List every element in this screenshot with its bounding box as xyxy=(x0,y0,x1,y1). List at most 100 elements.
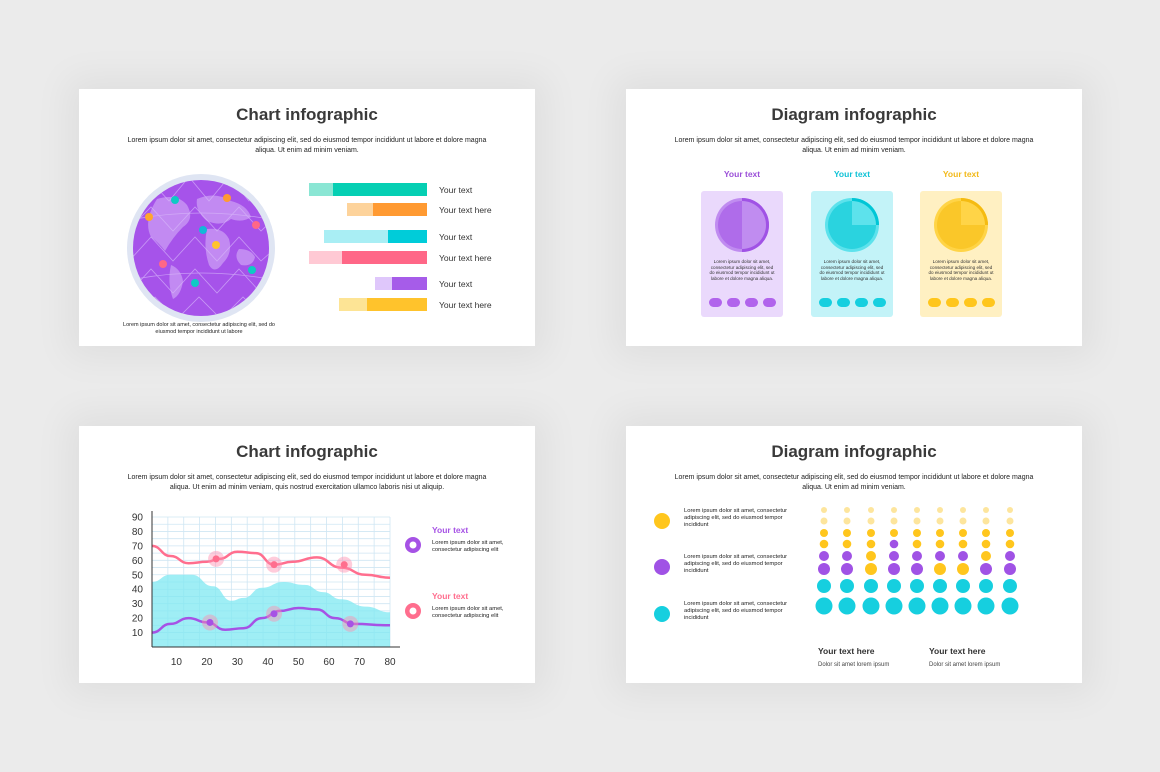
slide-line-chart[interactable]: Chart infographic Lorem ipsum dolor sit … xyxy=(79,426,535,683)
matrix-dot xyxy=(888,563,900,575)
matrix-dot xyxy=(1001,597,1019,615)
x-tick-label: 40 xyxy=(262,657,274,668)
line-chart: 10 20 30 40 50 60 70 80 90 10 20 30 40 50 60 70 80 xyxy=(132,511,400,668)
matrix-dot xyxy=(841,563,853,575)
card[interactable]: Lorem ipsum dolor sit amet, consectetur … xyxy=(920,191,1002,317)
legend-hole xyxy=(409,541,417,549)
matrix-dot xyxy=(819,551,829,561)
matrix-dot xyxy=(885,597,903,615)
matrix-dot xyxy=(936,517,944,525)
slide-description: Lorem ipsum dolor sit amet, consectetur … xyxy=(127,137,487,154)
card-pill xyxy=(855,298,868,307)
legend-dot-circle xyxy=(654,559,670,575)
card-pill xyxy=(709,298,722,307)
y-tick-label: 90 xyxy=(132,513,144,524)
slide-title: Diagram infographic xyxy=(771,105,937,124)
matrix-dot xyxy=(815,597,833,615)
x-tick-label: 80 xyxy=(384,657,396,668)
slide-description: Lorem ipsum dolor sit amet, consectetur … xyxy=(127,474,487,491)
card-pill xyxy=(873,298,886,307)
matrix-dot xyxy=(908,597,926,615)
footer-title: Your text here xyxy=(818,646,875,656)
matrix-dot xyxy=(868,507,874,513)
matrix-dot xyxy=(912,539,922,549)
footer-subtitle: Dolor sit amet lorem ipsum xyxy=(818,662,890,668)
matrix-dot xyxy=(933,579,947,593)
matrix-dot xyxy=(959,529,967,537)
legend-text: Lorem ipsum dolor sit amet, consectetur … xyxy=(432,540,504,553)
matrix-dot xyxy=(867,517,875,525)
matrix-dot xyxy=(983,507,989,513)
bar-label: Your text here xyxy=(439,300,492,310)
slide-dot-matrix[interactable]: Diagram infographic Lorem ipsum dolor si… xyxy=(626,426,1082,683)
bar-track xyxy=(324,230,427,243)
slide-chart-bars[interactable]: Chart infographic Lorem ipsum dolor sit … xyxy=(79,89,535,346)
slide-description: Lorem ipsum dolor sit amet, consectetur … xyxy=(674,474,1034,491)
matrix-dot xyxy=(981,539,991,549)
y-tick-label: 80 xyxy=(132,527,144,538)
y-tick-label: 20 xyxy=(132,614,144,625)
globe-continents xyxy=(148,195,255,299)
x-tick-label: 30 xyxy=(232,657,244,668)
matrix-dot xyxy=(910,579,924,593)
y-tick-label: 10 xyxy=(132,628,144,639)
matrix-dot xyxy=(864,579,878,593)
matrix-dot xyxy=(935,539,945,549)
bar-track xyxy=(309,183,427,196)
footer-title: Your text here xyxy=(929,646,986,656)
matrix-dot xyxy=(890,517,898,525)
area-series xyxy=(152,574,390,647)
data-point xyxy=(340,561,348,569)
bar-label: Your text here xyxy=(439,253,492,263)
legend-dot xyxy=(654,513,670,529)
matrix-dot xyxy=(867,529,875,537)
card-text: Lorem ipsum dolor sit amet, consectetur … xyxy=(928,259,994,281)
card-title: Your text xyxy=(723,169,761,179)
card[interactable]: Lorem ipsum dolor sit amet, consectetur … xyxy=(701,191,783,317)
slide-diagram-cards[interactable]: Diagram infographic Lorem ipsum dolor si… xyxy=(626,89,1082,346)
legend-icon xyxy=(405,603,421,619)
matrix-dot xyxy=(977,597,995,615)
matrix-dot xyxy=(1005,539,1015,549)
x-tick-label: 50 xyxy=(293,657,305,668)
card-text: Lorem ipsum dolor sit amet, consectetur … xyxy=(819,259,885,281)
matrix-dot xyxy=(958,539,968,549)
bar-label: Your text here xyxy=(439,205,492,215)
matrix-dot xyxy=(842,551,852,561)
bar-fill xyxy=(372,203,427,216)
matrix-dot xyxy=(843,529,851,537)
x-tick-label: 20 xyxy=(201,657,213,668)
card-title: Your text xyxy=(833,169,871,179)
matrix-dot xyxy=(1003,579,1017,593)
bar-label: Your text xyxy=(439,232,473,242)
pie-chart xyxy=(928,198,995,307)
matrix-dot xyxy=(1006,529,1014,537)
card[interactable]: Lorem ipsum dolor sit amet, consectetur … xyxy=(811,191,893,317)
bar-fill xyxy=(367,298,427,311)
globe-graphic xyxy=(127,174,275,322)
matrix-dot xyxy=(821,507,827,513)
footer-item-1: Your text here Dolor sit amet lorem ipsu… xyxy=(818,646,918,668)
matrix-dot xyxy=(1006,517,1014,525)
data-point xyxy=(270,561,278,569)
matrix-dot xyxy=(820,529,828,537)
pie-slice-inner xyxy=(852,201,876,225)
card-pill xyxy=(837,298,850,307)
matrix-dot xyxy=(911,563,923,575)
bar-fill xyxy=(387,230,427,243)
bar-fill xyxy=(332,183,427,196)
card-pill xyxy=(946,298,959,307)
pie-chart xyxy=(709,198,776,307)
matrix-dot xyxy=(935,551,945,561)
matrix-dot xyxy=(866,551,876,561)
pie-chart xyxy=(819,198,886,307)
matrix-dot xyxy=(844,507,850,513)
bar-fill xyxy=(392,277,427,290)
matrix-dot xyxy=(1007,507,1013,513)
slide-description: Lorem ipsum dolor sit amet, consectetur … xyxy=(674,137,1034,154)
matrix-dot xyxy=(820,517,828,525)
x-tick-label: 70 xyxy=(354,657,366,668)
matrix-dot xyxy=(981,551,991,561)
legend-dot xyxy=(654,559,670,575)
data-point xyxy=(346,620,354,628)
